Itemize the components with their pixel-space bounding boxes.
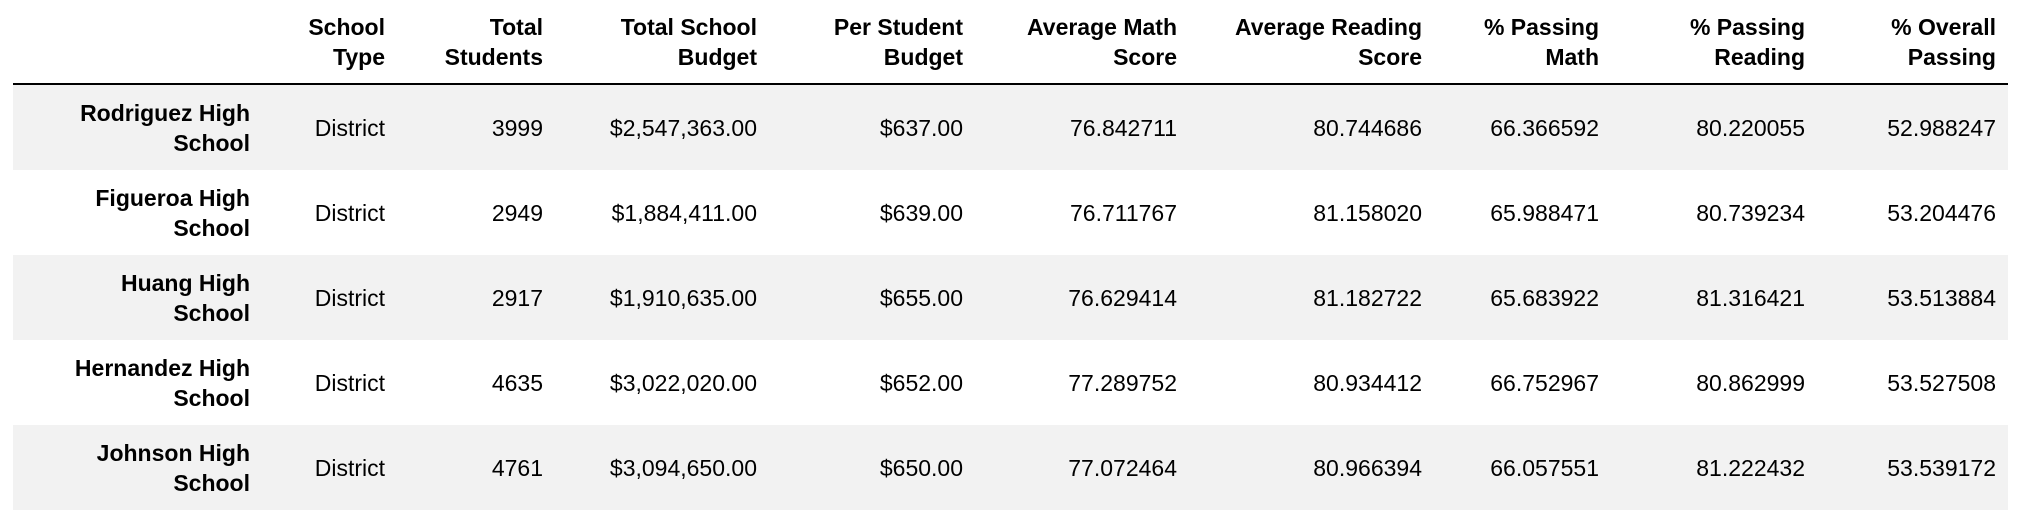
header-pct-overall-passing: % Overall Passing <box>1817 12 2008 85</box>
header-total-school-budget-line1: Total School <box>620 14 757 40</box>
cell-total-students: 2917 <box>491 284 543 311</box>
cell-per-student-budget: $655.00 <box>879 284 963 311</box>
header-per-student-budget-line2: Budget <box>883 44 963 70</box>
cell-pct-passing-reading: 80.739234 <box>1696 199 1805 226</box>
cell-average-reading-score: 80.966394 <box>1313 454 1422 481</box>
school-summary-table: School Type Total Students Total School Bud… <box>13 12 2008 510</box>
header-pct-passing-math: % Passing Math <box>1434 12 1611 85</box>
cell-school-type: District <box>314 454 385 481</box>
school-name-line1: Huang High <box>120 269 250 296</box>
cell-pct-passing-math: 66.366592 <box>1490 114 1599 141</box>
row-school-name: Huang High School <box>13 255 262 340</box>
row-school-name: Johnson High School <box>13 425 262 510</box>
cell-pct-overall-passing: 53.527508 <box>1887 369 1996 396</box>
header-total-students-line2: Students <box>444 44 543 70</box>
cell-total-school-budget: $3,022,020.00 <box>609 369 757 396</box>
cell-per-student-budget: $639.00 <box>879 199 963 226</box>
cell-pct-passing-reading: 80.862999 <box>1696 369 1805 396</box>
header-average-reading-score-line2: Score <box>1358 44 1422 70</box>
header-average-math-score-line2: Score <box>1113 44 1177 70</box>
header-total-students-line1: Total <box>489 14 543 40</box>
cell-total-students: 2949 <box>491 199 543 226</box>
school-name-line2: School <box>173 214 250 241</box>
header-pct-passing-reading-line2: Reading <box>1714 44 1805 70</box>
cell-per-student-budget: $637.00 <box>879 114 963 141</box>
cell-pct-overall-passing: 53.539172 <box>1887 454 1996 481</box>
cell-total-school-budget: $3,094,650.00 <box>609 454 757 481</box>
row-school-name: Figueroa High School <box>13 170 262 255</box>
table-row: Hernandez High School District 4635 $3,02… <box>13 340 2008 425</box>
cell-average-reading-score: 80.744686 <box>1313 114 1422 141</box>
table-header: School Type Total Students Total School Bud… <box>13 12 2008 85</box>
cell-pct-passing-math: 66.057551 <box>1490 454 1599 481</box>
cell-average-reading-score: 80.934412 <box>1313 369 1422 396</box>
header-average-math-score: Average Math Score <box>975 12 1189 85</box>
cell-total-students: 3999 <box>491 114 543 141</box>
cell-total-school-budget: $1,884,411.00 <box>611 199 757 226</box>
header-per-student-budget-line1: Per Student <box>833 14 963 40</box>
cell-average-reading-score: 81.158020 <box>1313 199 1422 226</box>
header-school-type: School Type <box>262 12 397 85</box>
cell-average-math-score: 77.072464 <box>1068 454 1177 481</box>
cell-average-math-score: 76.842711 <box>1069 114 1177 141</box>
header-pct-overall-passing-line2: Passing <box>1907 44 1996 70</box>
header-pct-overall-passing-line1: % Overall <box>1891 14 1996 40</box>
cell-school-type: District <box>314 369 385 396</box>
header-pct-passing-math-line2: Math <box>1545 44 1599 70</box>
row-school-name: Rodriguez High School <box>13 84 262 170</box>
school-name-line2: School <box>173 469 250 496</box>
school-name-line1: Rodriguez High <box>80 99 250 126</box>
header-pct-passing-reading: % Passing Reading <box>1611 12 1817 85</box>
cell-average-math-score: 76.711767 <box>1069 199 1177 226</box>
header-per-student-budget: Per Student Budget <box>769 12 975 85</box>
header-average-reading-score-line1: Average Reading <box>1234 14 1422 40</box>
cell-per-student-budget: $650.00 <box>879 454 963 481</box>
school-name-line2: School <box>173 129 250 156</box>
header-school-type-line2: Type <box>333 44 385 70</box>
school-summary-table-container: School Type Total Students Total School Bud… <box>13 12 2008 510</box>
cell-per-student-budget: $652.00 <box>879 369 963 396</box>
cell-pct-passing-math: 65.683922 <box>1490 284 1599 311</box>
header-school-type-line1: School <box>308 14 385 40</box>
cell-total-students: 4635 <box>491 369 543 396</box>
header-average-reading-score: Average Reading Score <box>1189 12 1434 85</box>
school-name-line1: Hernandez High <box>74 354 250 381</box>
cell-pct-passing-reading: 80.220055 <box>1696 114 1805 141</box>
cell-school-type: District <box>314 199 385 226</box>
cell-average-reading-score: 81.182722 <box>1313 284 1422 311</box>
cell-average-math-score: 76.629414 <box>1068 284 1177 311</box>
header-total-school-budget: Total School Budget <box>555 12 769 85</box>
cell-pct-passing-math: 65.988471 <box>1490 199 1599 226</box>
school-name-line2: School <box>173 384 250 411</box>
cell-total-students: 4761 <box>491 454 543 481</box>
table-row: Johnson High School District 4761 $3,094,… <box>13 425 2008 510</box>
cell-pct-overall-passing: 53.204476 <box>1887 199 1996 226</box>
cell-pct-passing-reading: 81.316421 <box>1696 284 1805 311</box>
header-pct-passing-reading-line1: % Passing <box>1689 14 1805 40</box>
school-name-line1: Johnson High <box>96 439 250 466</box>
cell-total-school-budget: $2,547,363.00 <box>609 114 757 141</box>
cell-school-type: District <box>314 284 385 311</box>
table-row: Figueroa High School District 2949 $1,884… <box>13 170 2008 255</box>
header-pct-passing-math-line1: % Passing <box>1483 14 1599 40</box>
header-index <box>13 12 262 85</box>
table-row: Huang High School District 2917 $1,910,63… <box>13 255 2008 340</box>
cell-pct-overall-passing: 52.988247 <box>1887 114 1996 141</box>
cell-pct-overall-passing: 53.513884 <box>1887 284 1996 311</box>
row-school-name: Hernandez High School <box>13 340 262 425</box>
cell-pct-passing-math: 66.752967 <box>1490 369 1599 396</box>
cell-school-type: District <box>314 114 385 141</box>
header-average-math-score-line1: Average Math <box>1027 14 1177 40</box>
header-total-students: Total Students <box>397 12 555 85</box>
school-name-line2: School <box>173 299 250 326</box>
table-row: Rodriguez High School District 3999 $2,54… <box>13 84 2008 170</box>
header-row: School Type Total Students Total School Bud… <box>13 12 2008 85</box>
table-body: Rodriguez High School District 3999 $2,54… <box>13 84 2008 510</box>
header-total-school-budget-line2: Budget <box>677 44 757 70</box>
cell-pct-passing-reading: 81.222432 <box>1696 454 1805 481</box>
school-name-line1: Figueroa High <box>95 184 250 211</box>
cell-average-math-score: 77.289752 <box>1068 369 1177 396</box>
cell-total-school-budget: $1,910,635.00 <box>609 284 757 311</box>
